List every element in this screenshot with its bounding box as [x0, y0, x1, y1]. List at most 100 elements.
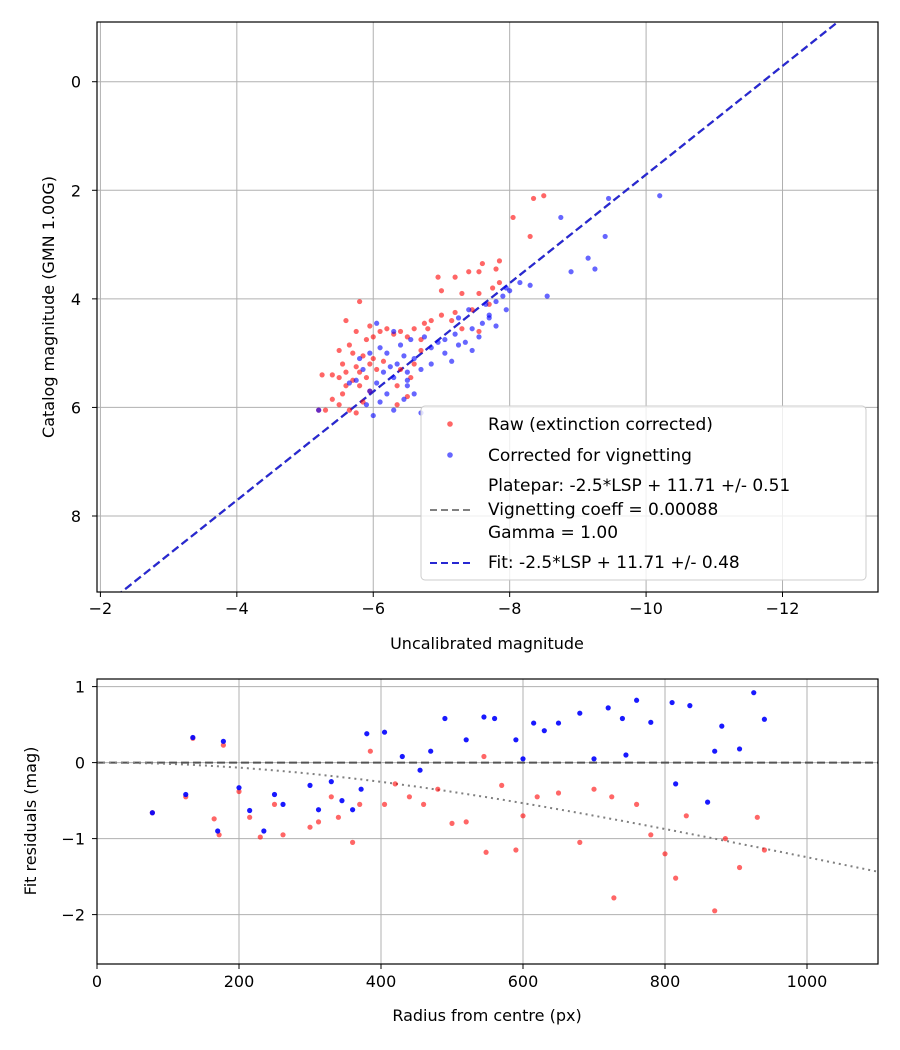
- residual-raw-point: [449, 820, 455, 827]
- corrected-point: [466, 307, 472, 313]
- raw-point: [346, 342, 352, 348]
- raw-point: [394, 383, 400, 389]
- corrected-point: [387, 364, 393, 370]
- corrected-point: [469, 347, 475, 354]
- legend-fit-label: Fit: -2.5*LSP + 11.71 +/- 0.48: [488, 553, 740, 573]
- residual-raw-point: [236, 788, 242, 795]
- legend-corrected-label: Corrected for vignetting: [488, 446, 692, 466]
- residual-corrected-point: [605, 705, 611, 711]
- corrected-point: [411, 355, 417, 362]
- bottom-x-tick-label: 200: [224, 972, 255, 991]
- residual-raw-point: [392, 781, 398, 787]
- corrected-point: [411, 391, 417, 397]
- corrected-point: [493, 323, 499, 329]
- residual-corrected-point: [190, 734, 196, 741]
- residual-raw-point: [683, 813, 689, 819]
- residual-corrected-point: [247, 807, 253, 814]
- residual-raw-point: [609, 794, 615, 800]
- residual-raw-point: [220, 742, 226, 748]
- residual-corrected-point: [215, 828, 221, 834]
- corrected-point: [384, 391, 390, 397]
- legend-box: [420, 405, 867, 581]
- top-scatter-plot: −2 −4 −6 −8 −10 −12 0 2 4 6 8 Uncalibrated magnitu…: [39, 21, 879, 653]
- raw-point: [353, 328, 359, 335]
- raw-point: [384, 326, 390, 332]
- residual-raw-point: [591, 786, 597, 792]
- corrected-point: [397, 342, 404, 348]
- corrected-point: [367, 350, 373, 356]
- residual-raw-point: [307, 824, 313, 830]
- residual-raw-point: [754, 814, 760, 820]
- residual-raw-point: [406, 794, 412, 800]
- residual-raw-point: [381, 801, 388, 808]
- corrected-point: [370, 412, 376, 419]
- corrected-point: [367, 388, 373, 394]
- corrected-point: [401, 396, 407, 402]
- raw-point: [346, 407, 352, 413]
- bottom-y-tick-label: −2: [61, 906, 85, 925]
- residual-raw-point: [421, 801, 427, 808]
- corrected-point: [346, 380, 352, 386]
- corrected-point: [455, 342, 462, 348]
- raw-point: [367, 323, 373, 329]
- residual-corrected-point: [149, 810, 155, 816]
- corrected-point: [486, 315, 492, 321]
- raw-point: [490, 285, 496, 291]
- raw-point: [357, 383, 363, 389]
- raw-point: [367, 361, 373, 367]
- bottom-y-tick-label: −1: [61, 830, 85, 849]
- raw-point: [336, 347, 342, 354]
- residual-raw-point: [520, 813, 526, 819]
- corrected-point: [503, 307, 509, 313]
- corrected-point: [404, 377, 410, 383]
- corrected-point: [316, 407, 322, 413]
- residual-raw-point: [722, 836, 728, 842]
- corrected-point: [657, 193, 663, 199]
- corrected-point: [605, 195, 612, 202]
- top-y-tick-label: 6: [71, 398, 81, 417]
- residual-raw-point: [328, 794, 334, 800]
- residual-corrected-point: [705, 799, 711, 805]
- corrected-point: [418, 366, 424, 373]
- corrected-point: [377, 345, 383, 351]
- corrected-point: [374, 380, 380, 386]
- residual-raw-point: [513, 847, 519, 853]
- corrected-point: [455, 315, 462, 321]
- corrected-point: [421, 334, 428, 340]
- raw-point: [353, 364, 359, 370]
- residual-corrected-point: [541, 728, 547, 734]
- corrected-point: [357, 355, 363, 362]
- raw-point: [370, 334, 376, 340]
- corrected-point: [408, 336, 414, 343]
- residual-corrected-point: [513, 737, 519, 743]
- raw-point: [493, 266, 499, 272]
- fit-line: [119, 22, 840, 592]
- residual-raw-point: [611, 895, 617, 901]
- raw-point: [322, 407, 329, 413]
- corrected-point: [503, 285, 509, 291]
- corrected-point: [476, 334, 482, 340]
- top-axes-frame: [96, 21, 879, 593]
- top-y-tick-label: 4: [71, 290, 81, 309]
- corrected-point: [500, 293, 506, 299]
- corrected-point: [391, 328, 397, 335]
- residual-corrected-point: [463, 737, 469, 743]
- corrected-point: [391, 374, 397, 381]
- raw-point: [449, 317, 455, 324]
- corrected-point: [602, 233, 608, 240]
- raw-point: [353, 410, 359, 416]
- corrected-point: [428, 345, 434, 351]
- residual-raw-point: [662, 851, 668, 857]
- residual-raw-point: [257, 834, 263, 840]
- top-y-tick-label: 8: [71, 507, 81, 526]
- raw-point: [476, 269, 482, 275]
- top-y-tick-label: 2: [71, 181, 81, 200]
- residual-corrected-point: [271, 791, 278, 798]
- raw-point: [336, 402, 342, 408]
- corrected-point: [558, 214, 564, 221]
- legend-corrected-marker: [447, 452, 453, 458]
- raw-point: [397, 328, 404, 335]
- residual-corrected-point: [399, 753, 405, 760]
- residual-raw-point: [483, 849, 489, 855]
- raw-point: [339, 361, 346, 367]
